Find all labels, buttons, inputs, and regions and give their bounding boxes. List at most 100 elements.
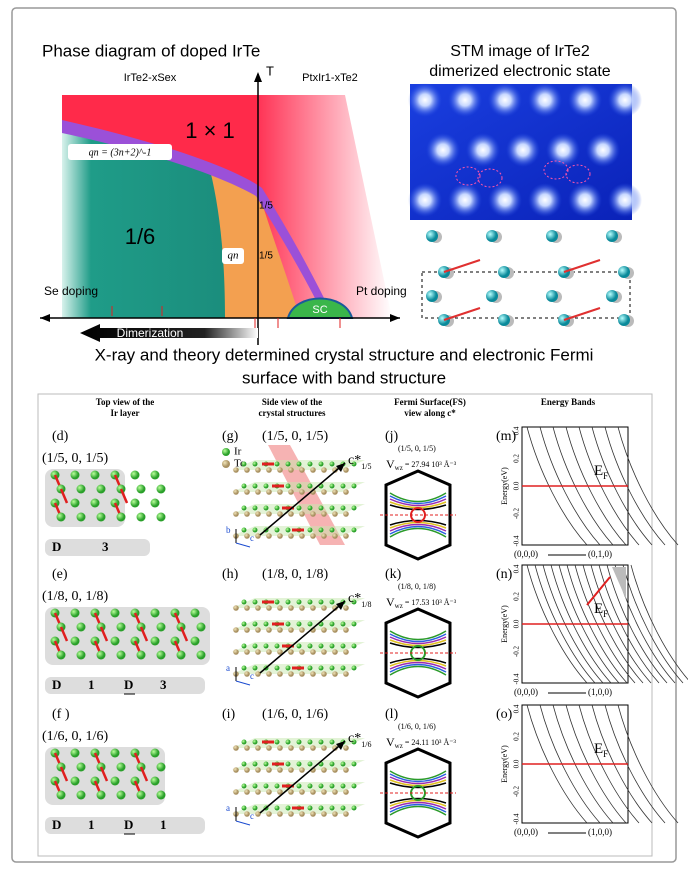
te-atom: [277, 649, 283, 655]
unit-cell: [421, 271, 631, 319]
dimer-bond: [119, 488, 129, 504]
dimer-bond: [99, 626, 109, 642]
q-vector: (1/8, 0, 1/8): [262, 567, 328, 582]
ir-atom: [76, 484, 86, 494]
te-atom: [332, 745, 338, 751]
volume: Vwz = 27.94 10³ Å⁻³: [386, 457, 457, 472]
te-atom: [332, 789, 338, 795]
ir-atom: [307, 461, 313, 467]
ef: E: [594, 601, 603, 617]
te-atom: [266, 627, 272, 633]
axis-arrow: [235, 542, 251, 548]
qn-box: [222, 248, 244, 264]
ir-atom: [285, 527, 291, 533]
zoom-arrow: [586, 576, 611, 606]
te-atom: [321, 605, 327, 611]
v-value: = 17.53 10³ Å⁻³: [405, 598, 457, 607]
panel-label: (i): [222, 707, 236, 722]
sequence-box: [45, 817, 205, 834]
band: [550, 564, 612, 684]
ir-atom: [150, 748, 160, 758]
ir-atom: [252, 761, 258, 767]
te-atom: [332, 767, 338, 773]
sequence-label: D: [124, 677, 133, 692]
ir-atom: [96, 484, 106, 494]
ir-atom: [307, 621, 313, 627]
sequence-label: 1: [88, 817, 95, 832]
ir-atom: [318, 783, 324, 789]
dimer-outline: [565, 164, 591, 184]
te-atom: [321, 767, 327, 773]
phase-title: Phase diagram of doped IrTe: [42, 41, 260, 60]
ir-atom: [150, 776, 160, 786]
te-atom: [310, 533, 316, 539]
sequence-box: [45, 677, 205, 694]
ir-atom: [307, 665, 313, 671]
ir-atom: [329, 461, 335, 467]
ir-atom: [307, 643, 313, 649]
column-header: Fermi Surface(FS): [394, 397, 466, 407]
arrow-head: [336, 741, 345, 750]
band: [574, 564, 636, 684]
te-atom: [266, 489, 272, 495]
band: [539, 704, 601, 824]
ir-atom: [241, 805, 247, 811]
sequence-label: D: [52, 817, 61, 832]
energy-tick: 0.0: [513, 759, 521, 768]
ir-atom: [307, 739, 313, 745]
ir-atom: [329, 643, 335, 649]
ir-atom: [329, 805, 335, 811]
stm-blob: [528, 83, 562, 117]
ir-atom: [241, 599, 247, 605]
te-atom: [266, 811, 272, 817]
ir-atom: [307, 483, 313, 489]
ir-atom: [351, 461, 357, 467]
sequence-label: 3: [102, 539, 109, 554]
sequence-label: 1: [88, 677, 95, 692]
ir-atom: [156, 762, 166, 772]
v-symbol: V: [386, 735, 395, 749]
energy-axis-label: Energy(eV): [500, 467, 509, 505]
stm-blob: [608, 83, 642, 117]
te-atom: [266, 649, 272, 655]
ef-sub: F: [603, 471, 608, 481]
ir-atom: [351, 761, 357, 767]
ir-atom: [130, 470, 140, 480]
fermi-sheet: [389, 495, 447, 535]
fermi-sheet: [389, 642, 447, 664]
te-atom: [255, 767, 261, 773]
te-atom: [277, 767, 283, 773]
ir-atom: [274, 665, 280, 671]
te-atom: [310, 511, 316, 517]
c-star-arrow: [259, 600, 346, 674]
dimer-outline: [477, 168, 503, 188]
dimer-bond: [443, 307, 481, 321]
ir-atom: [241, 461, 247, 467]
te-atom: [277, 605, 283, 611]
ir-atom: [274, 461, 280, 467]
ir-atom: [116, 622, 126, 632]
band: [590, 564, 652, 684]
te-atom: [299, 533, 305, 539]
ir-atom: [136, 512, 146, 522]
stm-blob: [488, 183, 522, 217]
ir-atom: [285, 621, 291, 627]
band: [622, 564, 684, 684]
ir-atom: [307, 761, 313, 767]
ir-atom: [241, 665, 247, 671]
te-atom: [321, 811, 327, 817]
te-atom: [288, 467, 294, 473]
te-atom: [332, 649, 338, 655]
te-atom: [266, 767, 272, 773]
te-atom: [255, 745, 261, 751]
ef-label: EF: [594, 463, 608, 481]
ir-atom: [340, 483, 346, 489]
ir-atom: [274, 527, 280, 533]
ef-sub: F: [603, 749, 608, 759]
c-star-sub: 1/8: [361, 600, 371, 609]
ir-atom: [307, 805, 313, 811]
qn-formula: qn = (3n+2)^-1: [89, 147, 152, 158]
band: [565, 426, 627, 546]
energy-tick: 0.4: [513, 564, 521, 573]
energy-tick: -0.4: [513, 673, 521, 685]
